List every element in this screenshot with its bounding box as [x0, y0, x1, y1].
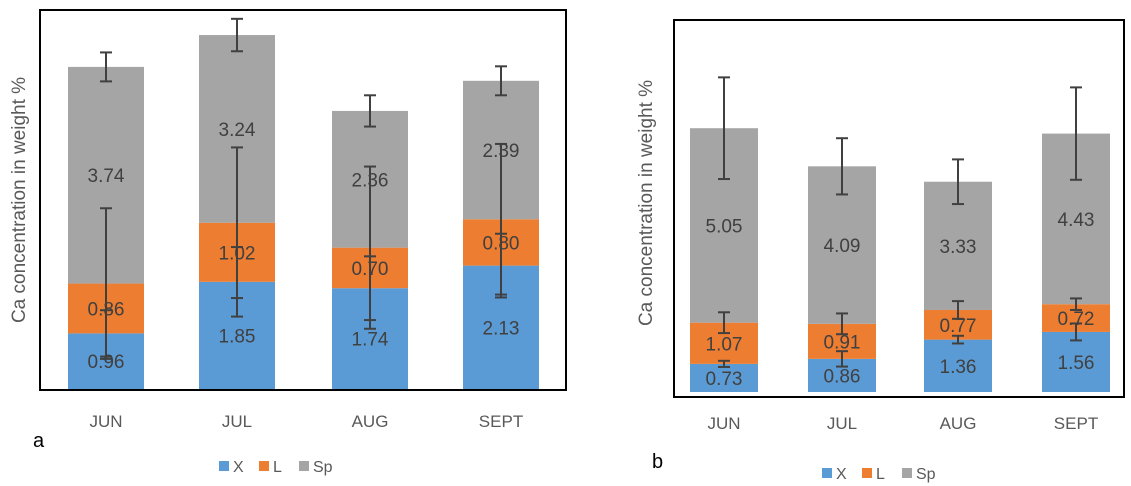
data-label-x-aug: 1.36 — [940, 357, 977, 378]
data-label-sp-aug: 3.33 — [940, 237, 977, 258]
data-label-x-sept: 2.13 — [483, 318, 520, 339]
error-bar-l-jun — [718, 311, 730, 335]
legend-swatch-x — [219, 461, 229, 471]
data-label-x-jul: 1.85 — [219, 326, 256, 347]
error-bar-x-aug — [952, 334, 964, 345]
plot-frame — [673, 19, 1125, 398]
error-bar-l-jul — [231, 146, 243, 300]
legend-swatch-x — [822, 468, 832, 478]
x-tick-aug: AUG — [940, 414, 977, 433]
y-axis-label: Ca concentration in weight % — [636, 80, 657, 326]
legend-swatch-l — [862, 468, 872, 478]
bar-x-jun — [690, 363, 758, 392]
x-tick-jun: JUN — [707, 414, 740, 433]
legend-label-x: X — [836, 466, 847, 483]
legend-label-sp: Sp — [313, 459, 333, 476]
error-bar-sp-jun — [100, 51, 112, 83]
legend-swatch-l — [259, 461, 269, 471]
legend: X L Sp — [219, 459, 333, 476]
error-bar-sp-jul — [231, 17, 243, 53]
data-label-x-jul: 0.86 — [824, 366, 861, 387]
x-tick-sept: SEPT — [1054, 414, 1098, 433]
data-label-sp-jul: 4.09 — [824, 236, 861, 257]
error-bar-sp-aug — [952, 158, 964, 206]
x-tick-jul: JUL — [222, 412, 252, 431]
data-label-x-aug: 1.74 — [352, 330, 389, 351]
bar-x-aug — [924, 339, 992, 392]
legend-swatch-sp — [299, 461, 309, 471]
legend-swatch-sp — [902, 468, 912, 478]
error-bar-l-sept — [1070, 297, 1082, 311]
y-axis-label: Ca concentration in weight % — [9, 77, 30, 323]
data-label-x-sept: 1.56 — [1058, 353, 1095, 374]
error-bar-x-jul — [836, 350, 848, 368]
panel-letter-a: a — [33, 430, 45, 452]
error-bar-sp-jul — [836, 137, 848, 196]
x-tick-aug: AUG — [352, 412, 389, 431]
data-label-l-sept: 0.72 — [1058, 309, 1095, 330]
error-bar-x-jun — [718, 359, 730, 368]
legend-label-x: X — [233, 459, 244, 476]
error-bar-l-aug — [364, 165, 376, 330]
error-bar-l-jun — [100, 207, 112, 360]
error-bar-l-jul — [836, 312, 848, 336]
bar-x-sept — [1042, 331, 1110, 392]
x-tick-jun: JUN — [89, 412, 122, 431]
chart-b: Ca concentration in weight % 0.73 1.07 5.05… — [636, 19, 1125, 483]
legend: X L Sp — [822, 466, 936, 483]
plot-frame — [39, 9, 567, 391]
data-label-l-aug: 0.77 — [940, 316, 977, 337]
error-bar-sp-aug — [364, 94, 376, 128]
data-label-x-jun: 0.73 — [706, 369, 743, 390]
error-bar-x-sept — [1070, 322, 1082, 342]
data-label-sp-jun: 5.05 — [706, 216, 743, 237]
data-label-sp-sept: 4.43 — [1058, 210, 1095, 231]
data-label-sp-jun: 3.74 — [88, 166, 125, 187]
error-bar-sp-jun — [718, 76, 730, 181]
error-bar-l-sept — [495, 142, 507, 296]
data-label-l-jul: 0.91 — [824, 332, 861, 353]
error-bar-sp-sept — [1070, 86, 1082, 181]
error-bar-l-aug — [952, 300, 964, 320]
data-label-l-jun: 1.07 — [706, 334, 743, 355]
data-label-sp-jul: 3.24 — [219, 120, 256, 141]
data-label-x-jun: 0.96 — [88, 352, 125, 373]
x-tick-sept: SEPT — [479, 412, 523, 431]
legend-label-sp: Sp — [916, 466, 936, 483]
panel-letter-b: b — [652, 451, 663, 473]
x-tick-jul: JUL — [827, 414, 857, 433]
legend-label-l: L — [876, 466, 885, 483]
legend-label-l: L — [273, 459, 282, 476]
error-bar-sp-sept — [495, 65, 507, 97]
chart-a: Ca concentration in weight %0.960.863.74… — [9, 9, 567, 476]
